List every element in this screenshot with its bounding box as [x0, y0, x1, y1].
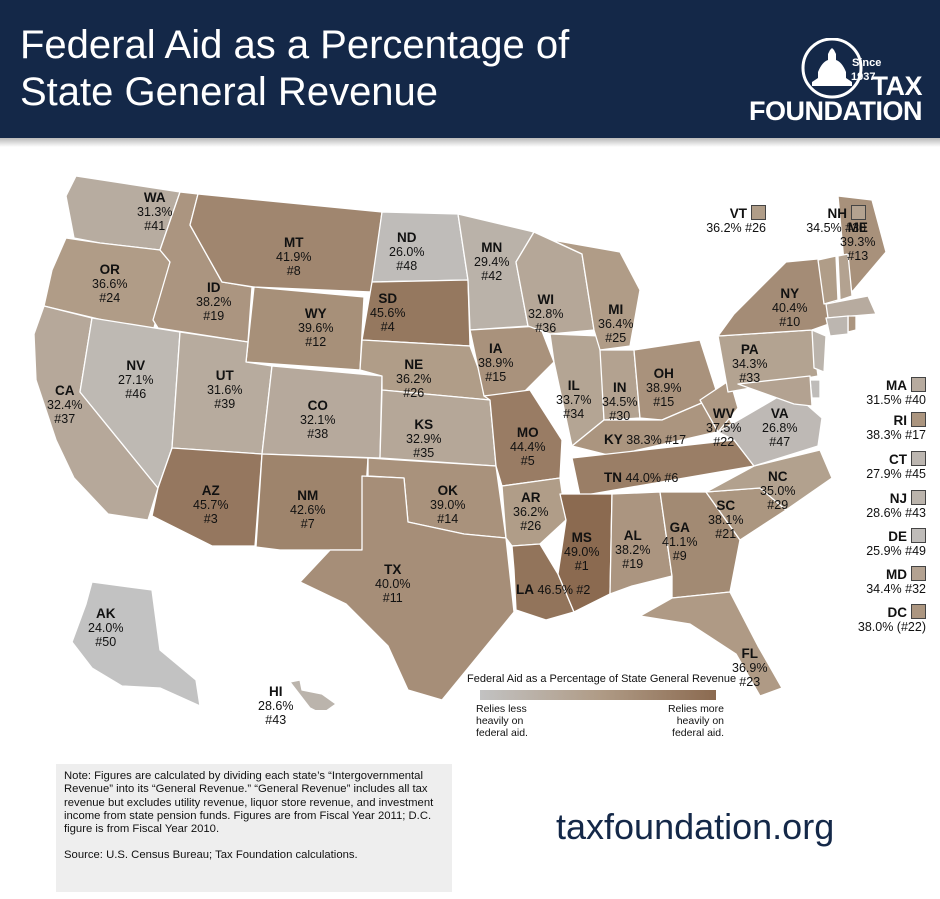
state-label-nm: NM 42.6% #7 [290, 488, 326, 531]
state-tx [299, 475, 515, 701]
swatch-icon [911, 377, 926, 392]
legend-title: Federal Aid as a Percentage of State Gen… [467, 673, 737, 685]
state-label-sc: SC 38.1% #21 [708, 498, 744, 541]
state-label-wy: WY 39.6% #12 [298, 306, 334, 349]
swatch-icon [911, 490, 926, 505]
swatch-icon [911, 566, 926, 581]
state-fl [639, 591, 783, 697]
state-label-va: VA 26.8% #47 [762, 406, 798, 449]
state-nj [811, 329, 827, 373]
legend-high-label: Relies more heavily on federal aid. [667, 703, 724, 739]
state-label-ga: GA 41.1% #9 [662, 520, 698, 563]
state-label-ny: NY 40.4% #10 [772, 286, 808, 329]
state-label-me: ME 39.3% #13 [840, 220, 876, 263]
state-label-nv: NV 27.1% #46 [118, 358, 154, 401]
header-banner: Federal Aid as a Percentage of State Gen… [0, 0, 940, 138]
side-label-de: DE 25.9% #49 [866, 528, 926, 558]
state-label-wv: WV 37.5% #22 [706, 406, 742, 449]
state-label-mn: MN 29.4% #42 [474, 240, 510, 283]
swatch-icon [911, 412, 926, 427]
state-label-mo: MO 44.4% #5 [510, 425, 546, 468]
state-vt [817, 255, 839, 305]
source-text: Source: U.S. Census Bureau; Tax Foundati… [64, 849, 358, 862]
state-label-pa: PA 34.3% #33 [732, 342, 768, 385]
state-label-hi: HI 28.6% #43 [258, 684, 294, 727]
note-text: Note: Figures are calculated by dividing… [64, 770, 434, 836]
state-label-ak: AK 24.0% #50 [88, 606, 124, 649]
state-label-ne: NE 36.2% #26 [396, 357, 432, 400]
side-label-md: MD 34.4% #32 [866, 566, 926, 596]
methodology-note: Note: Figures are calculated by dividing… [56, 764, 452, 892]
state-label-al: AL 38.2% #19 [615, 528, 651, 571]
swatch-icon [751, 205, 766, 220]
side-label-vt: VT 36.2% #26 [706, 205, 766, 235]
state-label-la: LA 46.5% #2 [516, 582, 591, 597]
side-label-dc: DC 38.0% (#22) [857, 604, 926, 634]
swatch-icon [911, 528, 926, 543]
side-label-nj: NJ 28.6% #43 [866, 490, 926, 520]
side-label-ct: CT 27.9% #45 [866, 451, 926, 481]
tax-foundation-logo: Since 1937 TAX FOUNDATION [749, 38, 932, 130]
state-label-ms: MS 49.0% #1 [564, 530, 600, 573]
state-al [609, 491, 673, 595]
state-label-sd: SD 45.6% #4 [370, 291, 406, 334]
state-ct [825, 315, 849, 337]
state-label-id: ID 38.2% #19 [196, 280, 232, 323]
state-label-fl: FL 36.9% #23 [732, 646, 768, 689]
state-nc [705, 449, 833, 511]
state-label-co: CO 32.1% #38 [300, 398, 336, 441]
state-label-oh: OH 38.9% #15 [646, 366, 682, 409]
swatch-icon [851, 205, 866, 220]
header-shadow [0, 138, 940, 147]
state-mi [551, 239, 641, 351]
side-label-ri: RI 38.3% #17 [866, 412, 926, 442]
state-ak [71, 581, 201, 707]
legend-low-label: Relies less heavily on federal aid. [476, 703, 528, 739]
state-hi [289, 679, 337, 710]
svg-text:Since: Since [852, 57, 881, 69]
website-url[interactable]: taxfoundation.org [556, 806, 835, 847]
state-ri [847, 315, 857, 333]
state-label-az: AZ 45.7% #3 [193, 483, 229, 526]
state-label-wa: WA 31.3% #41 [137, 190, 173, 233]
side-label-ma: MA 31.5% #40 [866, 377, 926, 407]
state-label-or: OR 36.6% #24 [92, 262, 128, 305]
state-label-ia: IA 38.9% #15 [478, 341, 514, 384]
state-label-ut: UT 31.6% #39 [207, 368, 243, 411]
side-label-nh: NH 34.5% #30 [806, 205, 866, 235]
svg-text:1937: 1937 [851, 71, 875, 83]
state-md [737, 375, 813, 407]
us-states-map [33, 175, 887, 710]
legend-color-scale [480, 690, 716, 700]
state-me [837, 195, 887, 293]
state-nm [255, 453, 369, 551]
logo-wordmark: TAX FOUNDATION [749, 71, 922, 126]
state-label-wi: WI 32.8% #36 [528, 292, 564, 335]
state-label-in: IN 34.5% #30 [602, 380, 638, 423]
state-label-ky: KY 38.3% #17 [604, 432, 687, 447]
swatch-icon [911, 604, 926, 619]
state-label-tx: TX 40.0% #11 [375, 562, 411, 605]
capitol-badge-icon: Since 1937 [801, 38, 881, 99]
state-label-nd: ND 26.0% #48 [389, 230, 425, 273]
state-label-ar: AR 36.2% #26 [513, 490, 549, 533]
state-label-tn: TN 44.0% #6 [604, 470, 679, 485]
state-wv [699, 379, 739, 433]
state-la [511, 543, 575, 621]
state-nh [837, 253, 853, 301]
state-label-il: IL 33.7% #34 [556, 378, 592, 421]
state-label-ok: OK 39.0% #14 [430, 483, 466, 526]
state-label-ks: KS 32.9% #35 [406, 417, 442, 460]
state-label-ca: CA 32.4% #37 [47, 383, 83, 426]
state-label-nc: NC 35.0% #29 [760, 469, 796, 512]
page-title: Federal Aid as a Percentage of State Gen… [20, 23, 570, 114]
swatch-icon [911, 451, 926, 466]
state-label-mi: MI 36.4% #25 [598, 302, 634, 345]
state-ma [825, 295, 877, 319]
state-label-mt: MT 41.9% #8 [276, 235, 312, 278]
